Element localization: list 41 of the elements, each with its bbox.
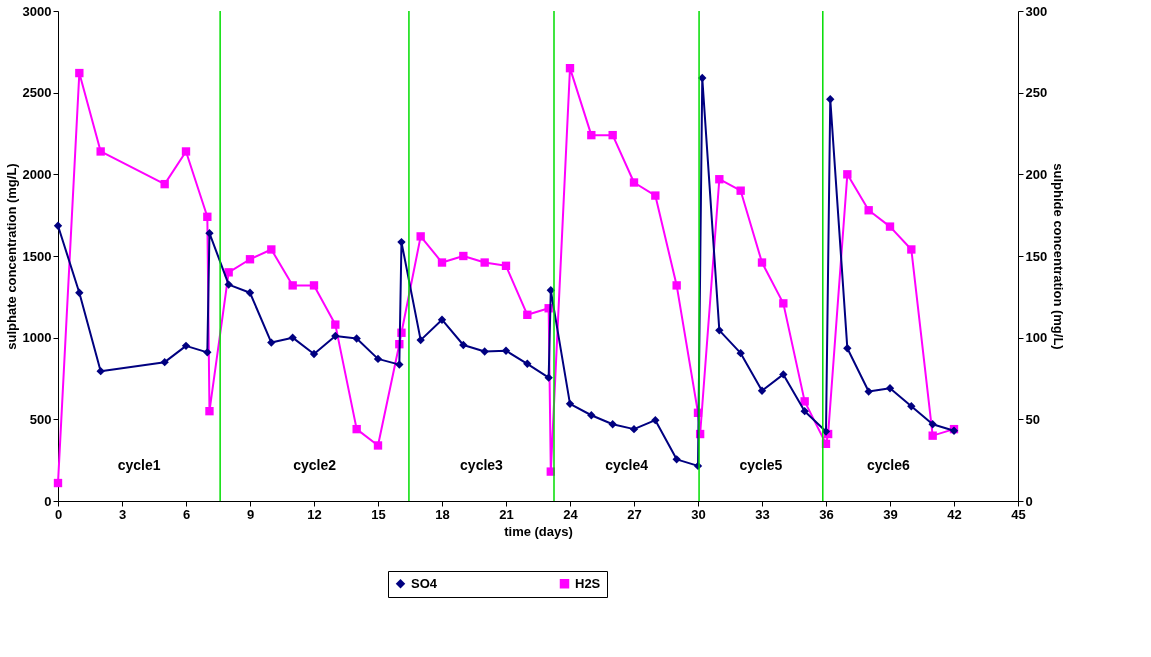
x-tick-label: 39 xyxy=(883,506,898,522)
y2-tick-label: 200 xyxy=(1025,166,1048,182)
y2-tick-label: 50 xyxy=(1025,411,1040,427)
x-tick-label: 21 xyxy=(499,506,514,522)
x-tick-label: 18 xyxy=(435,506,450,522)
legend-label: H2S xyxy=(575,575,601,591)
x-tick-label: 6 xyxy=(182,506,191,522)
annotation: cycle6 xyxy=(866,457,911,473)
y2-tick-label: 300 xyxy=(1025,3,1048,19)
x-tick-label: 24 xyxy=(563,506,579,522)
x-tick-label: 9 xyxy=(246,506,255,522)
x-tick-label: 15 xyxy=(371,506,386,522)
legend-label: SO4 xyxy=(411,575,438,591)
annotation: cycle2 xyxy=(293,457,337,473)
y-tick-label: 1500 xyxy=(22,248,52,264)
y-tick-label: 1000 xyxy=(22,330,52,346)
x-tick-label: 12 xyxy=(307,506,322,522)
y-tick-label: 2000 xyxy=(22,166,52,182)
x-tick-label: 3 xyxy=(118,506,127,522)
y-tick-label: 2500 xyxy=(22,85,52,101)
y-tick-label: 3000 xyxy=(22,3,52,19)
annotation: cycle4 xyxy=(605,457,649,473)
x-tick-label: 36 xyxy=(819,506,834,522)
y2-tick-label: 100 xyxy=(1025,330,1048,346)
y2-axis-title: sulphide concentration (mg/L) xyxy=(1051,163,1067,350)
x-tick-label: 45 xyxy=(1011,506,1026,522)
y2-tick-label: 250 xyxy=(1025,85,1048,101)
y-axis-title: sulphate concentration (mg/L) xyxy=(3,163,19,350)
x-tick-label: 33 xyxy=(755,506,770,522)
x-tick-label: 0 xyxy=(54,506,63,522)
y-tick-label: 500 xyxy=(29,411,52,427)
y-tick-label: 0 xyxy=(44,493,52,509)
x-tick-label: 30 xyxy=(691,506,706,522)
y2-tick-label: 0 xyxy=(1025,493,1033,509)
x-axis-title: time (days) xyxy=(504,523,573,539)
y2-tick-label: 150 xyxy=(1025,248,1048,264)
annotation: cycle1 xyxy=(117,457,161,473)
x-tick-label: 27 xyxy=(627,506,642,522)
x-tick-label: 42 xyxy=(947,506,962,522)
annotation: cycle5 xyxy=(739,457,783,473)
annotation: cycle3 xyxy=(460,457,504,473)
